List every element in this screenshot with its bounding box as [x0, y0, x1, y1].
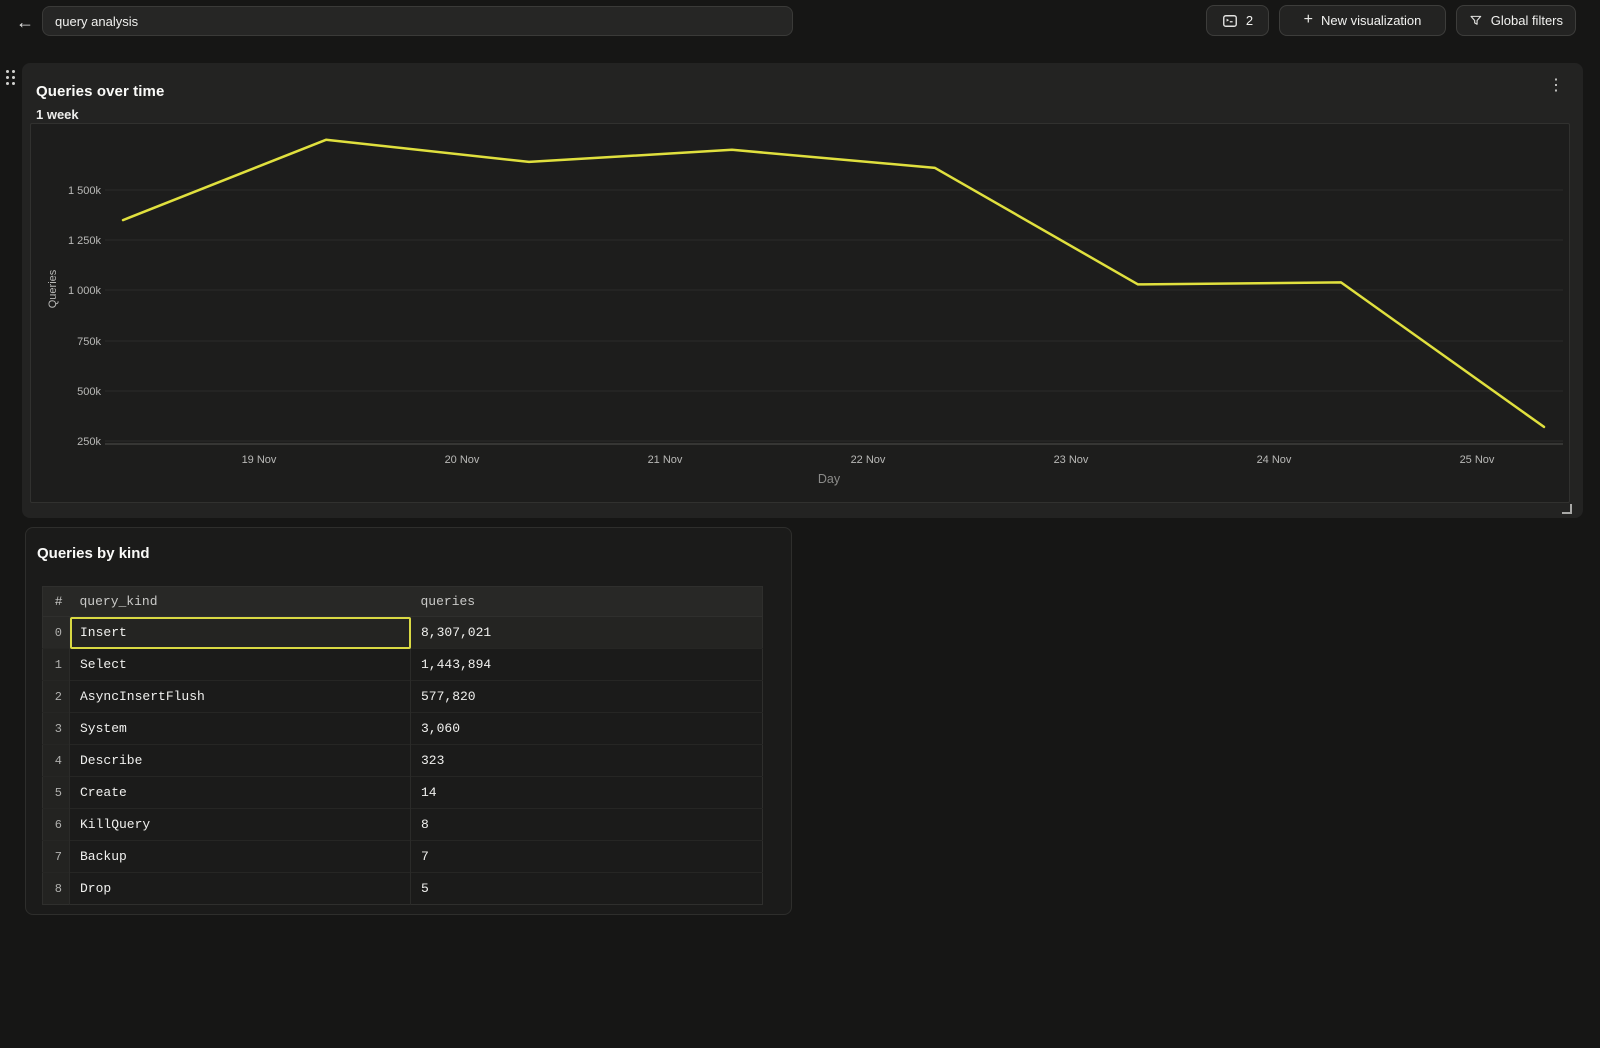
y-gridlines: [105, 189, 1563, 442]
queries-cell[interactable]: 3,060: [410, 712, 763, 745]
top-bar: ← 2 + New visualization Global filters: [0, 0, 1600, 44]
table-row: 6 KillQuery 8: [42, 808, 763, 841]
chart-panel-title: Queries over time: [36, 83, 165, 100]
column-header-kind[interactable]: query_kind: [69, 586, 411, 617]
panel-resize-handle[interactable]: [1562, 504, 1572, 514]
y-tick: 500k: [77, 386, 101, 398]
panel-menu-button[interactable]: ⋮: [1547, 75, 1565, 97]
global-filters-button[interactable]: Global filters: [1456, 5, 1576, 36]
table-panel-title: Queries by kind: [37, 545, 150, 562]
x-tick: 20 Nov: [445, 454, 480, 466]
query-kind-cell[interactable]: Select: [69, 648, 411, 681]
x-tick: 23 Nov: [1054, 454, 1089, 466]
row-index-cell: 5: [42, 776, 70, 809]
row-index-cell: 4: [42, 744, 70, 777]
y-tick: 1 000k: [68, 285, 102, 297]
y-tick: 1 250k: [68, 235, 102, 247]
row-index-cell: 6: [42, 808, 70, 841]
line-chart-svg: 1 500k 1 250k 1 000k 750k 500k 250k Quer…: [47, 138, 1563, 486]
row-index-cell: 2: [42, 680, 70, 713]
back-button[interactable]: ←: [12, 9, 38, 35]
query-kind-cell[interactable]: Backup: [69, 840, 411, 873]
visualizations-count-button[interactable]: 2: [1206, 5, 1269, 36]
queries-cell[interactable]: 323: [410, 744, 763, 777]
y-axis-tick-labels: 1 500k 1 250k 1 000k 750k 500k 250k: [68, 185, 102, 448]
y-tick: 750k: [77, 336, 101, 348]
x-tick: 22 Nov: [851, 454, 886, 466]
table-row: 4 Describe 323: [42, 744, 763, 777]
query-kind-cell[interactable]: KillQuery: [69, 808, 411, 841]
queries-cell[interactable]: 7: [410, 840, 763, 873]
query-kind-cell[interactable]: Drop: [69, 872, 411, 905]
query-kind-cell[interactable]: AsyncInsertFlush: [69, 680, 411, 713]
panel-icon: [1222, 14, 1237, 27]
queries-by-kind-table: # query_kind queries 0 Insert 8,307,021 …: [42, 586, 763, 905]
table-header-row: # query_kind queries: [42, 586, 763, 617]
table-row: 3 System 3,060: [42, 712, 763, 745]
plus-icon: +: [1303, 11, 1313, 28]
column-header-queries[interactable]: queries: [410, 586, 763, 617]
table-row: 5 Create 14: [42, 776, 763, 809]
queries-cell[interactable]: 5: [410, 872, 763, 905]
queries-cell[interactable]: 14: [410, 776, 763, 809]
row-index-cell: 1: [42, 648, 70, 681]
queries-cell[interactable]: 577,820: [410, 680, 763, 713]
x-axis-title: Day: [818, 472, 841, 486]
dashboard-title-input[interactable]: [42, 6, 793, 36]
funnel-icon: [1470, 15, 1482, 25]
query-kind-cell[interactable]: Create: [69, 776, 411, 809]
queries-line: [121, 138, 1546, 429]
queries-cell[interactable]: 8,307,021: [410, 616, 763, 649]
row-index-cell: 0: [42, 616, 70, 649]
new-visualization-button[interactable]: + New visualization: [1279, 5, 1446, 36]
column-header-index[interactable]: #: [42, 586, 70, 617]
x-tick: 21 Nov: [648, 454, 683, 466]
new-visualization-label: New visualization: [1320, 13, 1422, 28]
row-index-cell: 3: [42, 712, 70, 745]
table-row: 1 Select 1,443,894: [42, 648, 763, 681]
query-kind-cell[interactable]: System: [69, 712, 411, 745]
queries-cell[interactable]: 8: [410, 808, 763, 841]
query-kind-cell[interactable]: Insert: [69, 616, 411, 649]
queries-cell[interactable]: 1,443,894: [410, 648, 763, 681]
query-kind-cell[interactable]: Describe: [69, 744, 411, 777]
global-filters-label: Global filters: [1490, 13, 1563, 28]
back-arrow-icon: ←: [16, 11, 34, 32]
table-row: 7 Backup 7: [42, 840, 763, 873]
queries-by-kind-panel: Queries by kind # query_kind queries 0 I…: [25, 527, 792, 915]
kebab-menu-icon: ⋮: [1548, 77, 1564, 94]
table-row: 2 AsyncInsertFlush 577,820: [42, 680, 763, 713]
y-tick: 1 500k: [68, 185, 102, 197]
x-tick: 25 Nov: [1460, 454, 1495, 466]
table-row: 8 Drop 5: [42, 872, 763, 905]
queries-over-time-chart[interactable]: 1 500k 1 250k 1 000k 750k 500k 250k Quer…: [30, 123, 1570, 503]
x-axis-tick-labels: 19 Nov 20 Nov 21 Nov 22 Nov 23 Nov 24 No…: [242, 454, 1495, 466]
visualizations-count-label: 2: [1245, 13, 1254, 28]
panel-drag-handle-icon[interactable]: [6, 70, 20, 90]
chart-panel-subtitle: 1 week: [36, 107, 79, 122]
y-axis-title: Queries: [47, 269, 59, 308]
y-tick: 250k: [77, 436, 101, 448]
x-tick: 24 Nov: [1257, 454, 1292, 466]
row-index-cell: 7: [42, 840, 70, 873]
queries-over-time-panel: Queries over time 1 week ⋮ 1 500k 1 250k…: [22, 63, 1583, 518]
x-tick: 19 Nov: [242, 454, 277, 466]
table-row: 0 Insert 8,307,021: [42, 616, 763, 649]
row-index-cell: 8: [42, 872, 70, 905]
topbar-actions: 2 + New visualization Global filters: [1206, 5, 1576, 36]
